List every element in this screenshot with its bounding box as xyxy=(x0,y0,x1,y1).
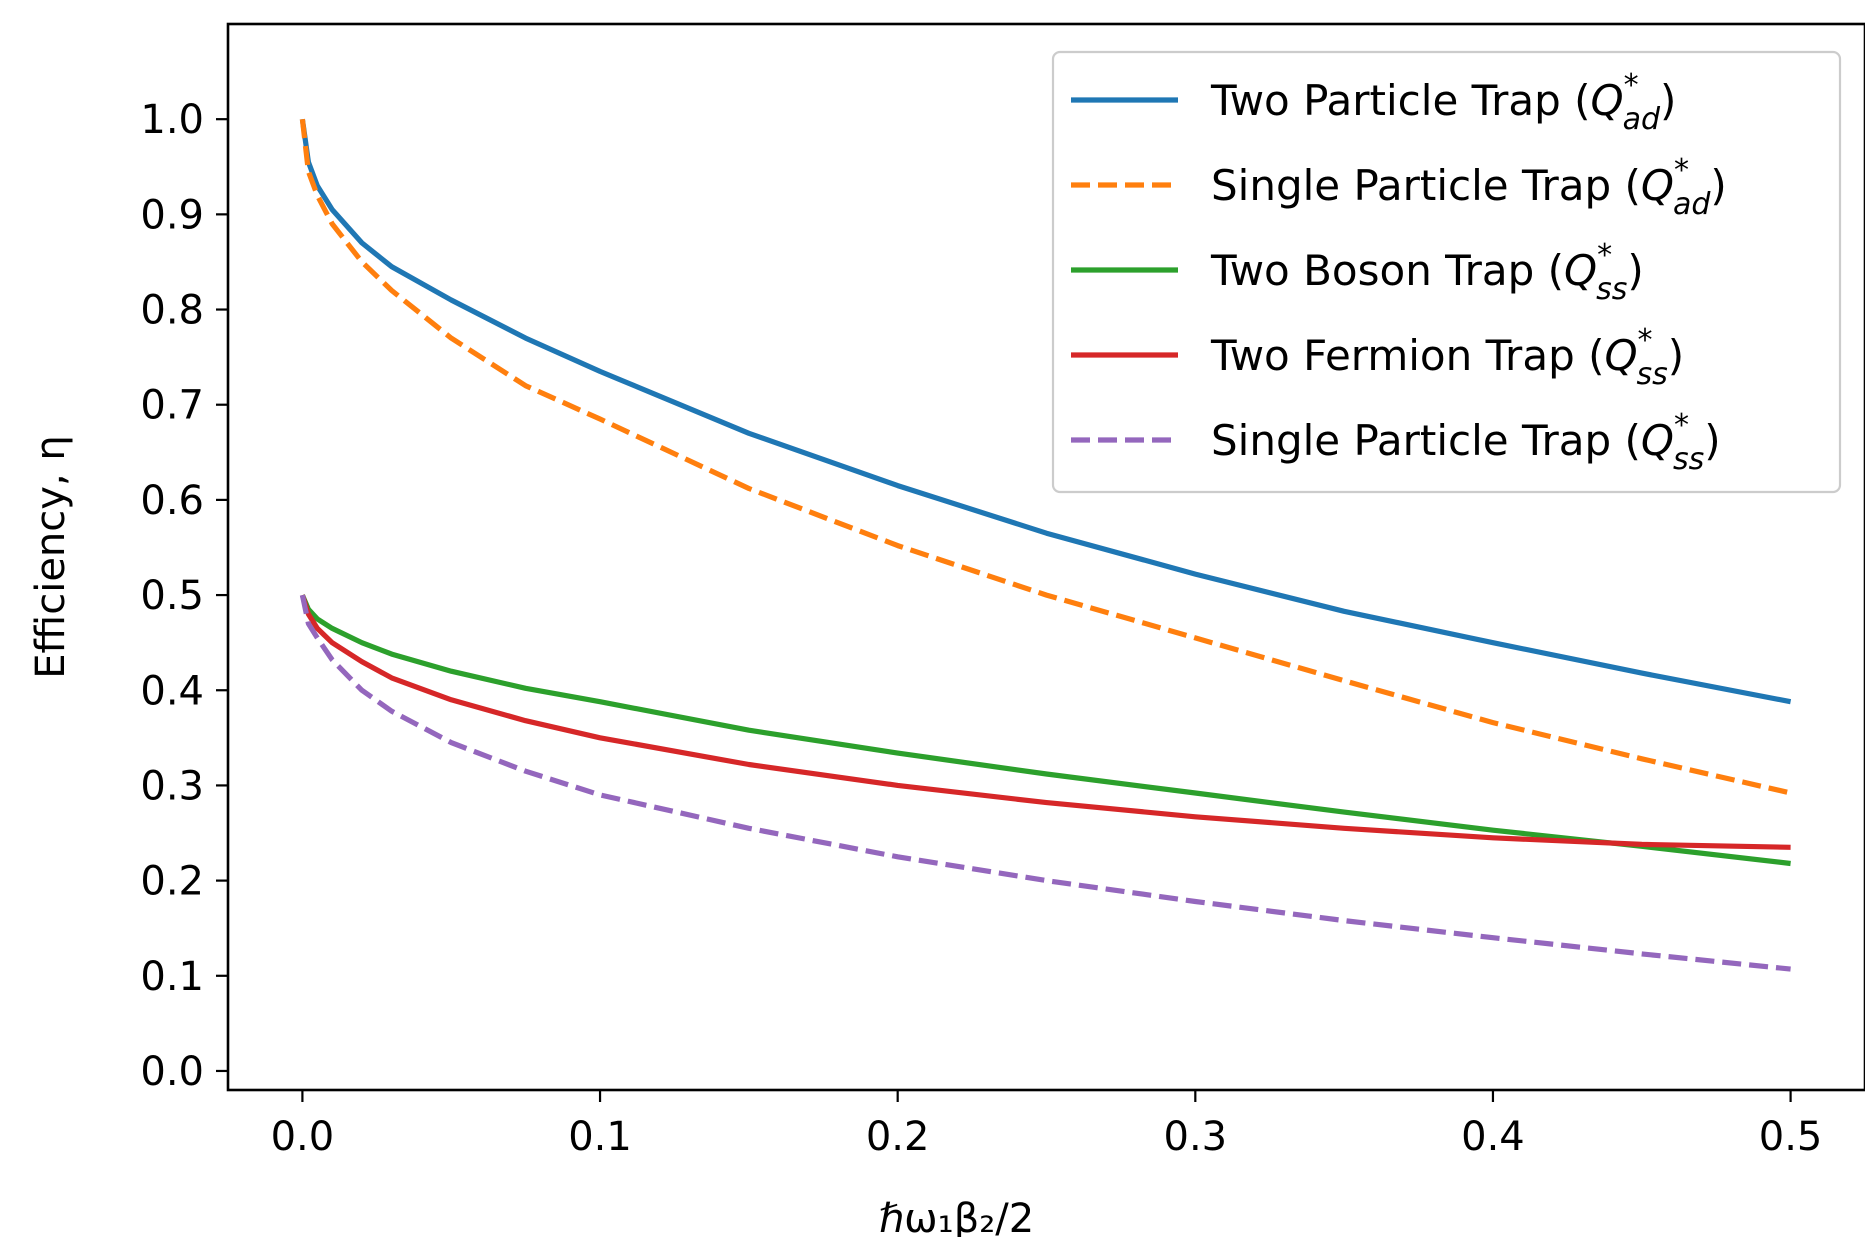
y-tick-label: 0.5 xyxy=(140,573,204,619)
y-tick-label: 0.9 xyxy=(140,192,204,238)
y-tick-label: 0.6 xyxy=(140,478,204,524)
y-tick-label: 0.0 xyxy=(140,1049,204,1095)
x-tick-label: 0.3 xyxy=(1164,1114,1228,1160)
y-tick-label: 0.8 xyxy=(140,288,204,334)
y-tick-label: 0.4 xyxy=(140,668,204,714)
x-tick-label: 0.4 xyxy=(1461,1114,1525,1160)
y-tick-label: 1.0 xyxy=(140,97,204,143)
y-axis-label: Efficiency, η xyxy=(28,435,74,678)
legend: Two Particle Trap (Q* ad)Single Particle … xyxy=(1053,52,1840,492)
x-tick-label: 0.0 xyxy=(271,1114,335,1160)
x-tick-label: 0.2 xyxy=(866,1114,930,1160)
x-axis-label: ℏω₁β₂/2 xyxy=(879,1196,1034,1237)
y-tick-label: 0.7 xyxy=(140,383,204,429)
y-tick-label: 0.3 xyxy=(140,763,204,809)
y-tick-label: 0.2 xyxy=(140,859,204,905)
x-tick-label: 0.5 xyxy=(1759,1114,1823,1160)
x-tick-label: 0.1 xyxy=(568,1114,632,1160)
y-tick-label: 0.1 xyxy=(140,954,204,1000)
